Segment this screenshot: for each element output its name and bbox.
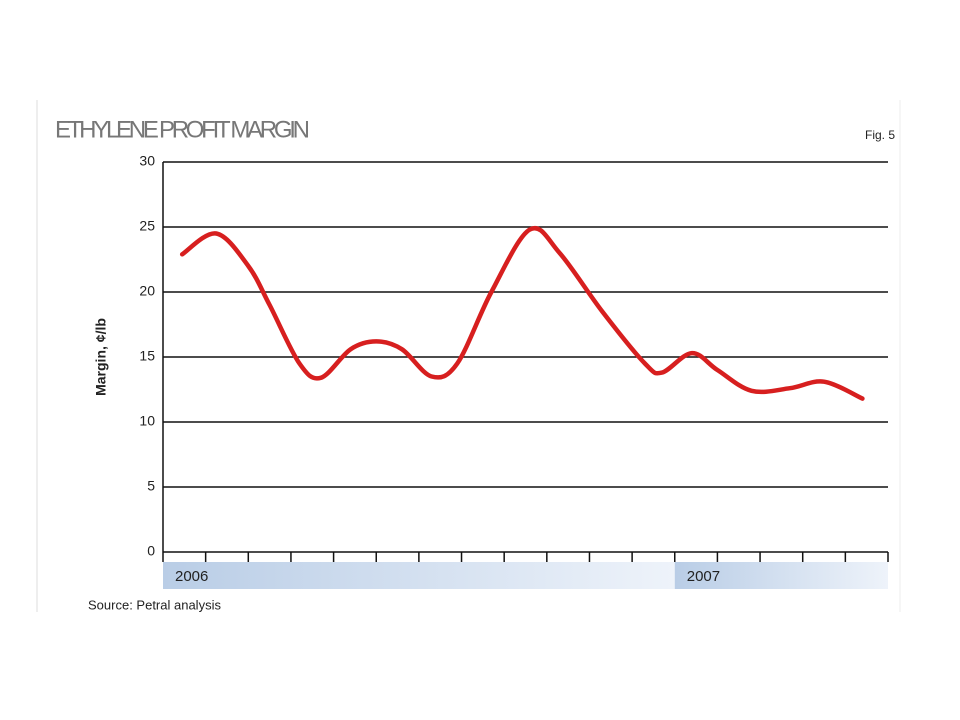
period-band bbox=[163, 562, 675, 589]
y-tick-label: 20 bbox=[139, 283, 155, 299]
period-label: 2007 bbox=[687, 568, 720, 585]
y-tick-label: 15 bbox=[139, 348, 155, 364]
y-tick-label: 10 bbox=[139, 413, 155, 429]
period-band bbox=[674, 562, 888, 589]
period-label: 2006 bbox=[175, 568, 208, 585]
y-tick-label: 5 bbox=[147, 478, 155, 494]
chart-title: ETHYLENE PROFIT MARGIN bbox=[55, 116, 310, 143]
y-axis-label: Margin, ¢/lb bbox=[93, 318, 109, 396]
figure-label: Fig. 5 bbox=[865, 128, 895, 142]
y-tick-label: 30 bbox=[139, 153, 155, 169]
source: Source: Petral analysis bbox=[88, 597, 221, 612]
y-tick-label: 25 bbox=[139, 218, 155, 234]
margin-line bbox=[179, 225, 865, 401]
y-tick-label: 0 bbox=[147, 543, 155, 559]
